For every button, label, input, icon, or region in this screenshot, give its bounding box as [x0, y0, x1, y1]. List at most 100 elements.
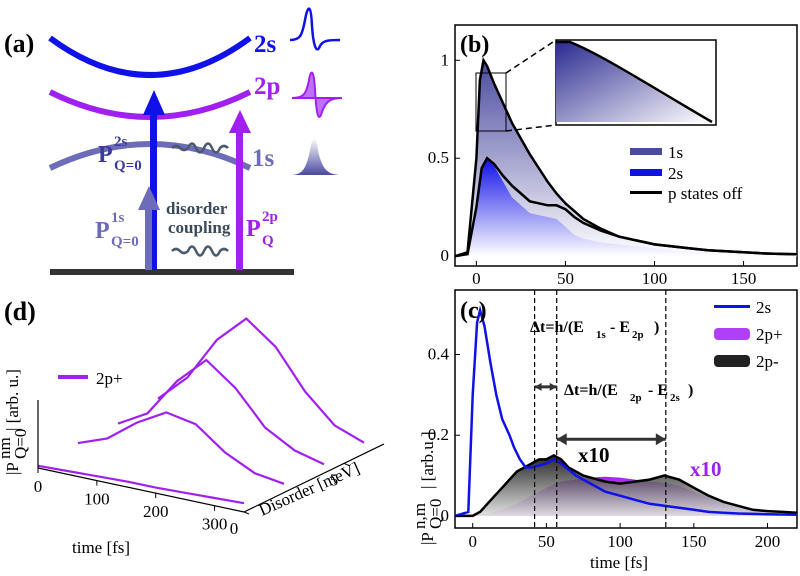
zoom-inset-line [556, 40, 713, 124]
dt1-arrowhead-right [549, 382, 557, 391]
svg-text:P: P [98, 142, 113, 168]
zoom-inset-area [556, 42, 712, 122]
phonon-wave-upper [171, 142, 229, 154]
dt1-arrowhead-left [534, 382, 542, 391]
ztick-mark-d [243, 511, 250, 515]
xtick-label-b: 0 [472, 269, 481, 288]
xtick-label-b: 100 [642, 269, 668, 288]
arrow-pq0-2s-head [143, 90, 165, 115]
waterfall-curve [157, 317, 365, 444]
annotation-dt2: Δt=h/(E 2p - E 2s ) [564, 382, 693, 404]
label-pq-2p: P 2p Q [246, 209, 278, 249]
dt2-arrowhead-left [556, 433, 567, 446]
label-pq0-1s: P 1s Q=0 [95, 210, 139, 250]
xlabel-d: time [fs] [72, 538, 130, 557]
panel-label-d: (d) [4, 297, 36, 326]
xtick-label-b: 50 [557, 269, 574, 288]
svg-text:Δt=h/(E: Δt=h/(E [564, 382, 618, 399]
level-label-1s: 1s [252, 145, 275, 172]
panel-c-frame [454, 289, 798, 529]
legend-label-2p-plus: 2p+ [756, 325, 783, 344]
svg-text:1s: 1s [596, 329, 607, 341]
svg-text:2p: 2p [262, 209, 278, 225]
coupling-text-line2: coupling [168, 218, 231, 237]
legend-swatch-2s [630, 169, 662, 176]
ylabel-d: |P nm Q=0 | [arb. u.] [0, 369, 30, 475]
arrow-pq-2p-shaft [236, 130, 243, 270]
legend-swatch-2p-plus [714, 328, 750, 340]
svg-text:2s: 2s [670, 392, 681, 404]
xtick-label-d: 100 [84, 490, 110, 509]
waterfall-curve [77, 411, 285, 485]
dt-arrows [534, 382, 666, 446]
legend-swatch-2p-minus [714, 355, 750, 367]
legend-label-2p-minus: 2p- [756, 352, 779, 371]
panel-label-c: (c) [460, 298, 487, 324]
series-2p-minus-line [455, 453, 798, 518]
dt2-arrowhead-right [655, 433, 666, 446]
annotation-x10-black: x10 [578, 443, 610, 467]
shared-ylabel: |P n,m Q=0 | [arb.u.] [410, 431, 445, 545]
ylabel-tail: | [arb.u.] [418, 431, 437, 489]
svg-text:Q: Q [262, 233, 274, 249]
svg-text:nm: nm [0, 437, 14, 459]
svg-text:Q=0: Q=0 [111, 234, 139, 250]
legend-swatch-1s [630, 148, 662, 155]
panel-c: 0 50 100 150 200 0 0.2 0.4 (c) Δt=h/(E 1s - E 2… [428, 289, 798, 572]
svg-text:P: P [95, 218, 110, 244]
panel-b-ticks: 0 50 100 150 0 0.5 1 [428, 50, 757, 288]
zoom-connector-top [505, 39, 557, 74]
xtick-label-d: 200 [143, 502, 169, 521]
legend-swatch-2p-plus-d [58, 375, 88, 379]
panel-a: (a) 2s 2p 1s P 2s Q=0 P 1s Q=0 [4, 7, 343, 275]
legend-label-2p-plus-d: 2p+ [96, 369, 123, 388]
ytick-label-b: 1 [441, 50, 450, 69]
coupling-text-line1: disorder [166, 199, 228, 218]
series-1s-area [455, 60, 797, 257]
legend-d: 2p+ [58, 369, 123, 388]
ground-state-bar [50, 269, 294, 275]
arrow-pq0-1s-head [138, 186, 160, 210]
svg-text:): ) [654, 319, 659, 336]
legend-c: 2s 2p+ 2p- [714, 298, 783, 371]
zoom-connector-bottom [505, 124, 557, 132]
svg-text:Δt=h/(E: Δt=h/(E [530, 319, 584, 336]
ylabel-sub: Q=0 [426, 499, 445, 529]
arrow-pq0-1s-shaft [145, 206, 152, 270]
arrow-pq-2p-head [229, 110, 251, 133]
waterfall-curve [37, 464, 245, 505]
annotation-dt1: Δt=h/(E 1s - E 2p ) [530, 319, 659, 341]
label-pq0-2s: P 2s Q=0 [98, 134, 142, 174]
svg-text:): ) [688, 382, 693, 399]
series-2s-line [454, 305, 798, 518]
wavefunction-1s [290, 138, 342, 175]
panel-label-a: (a) [4, 29, 34, 58]
xtick-label-c: 0 [468, 532, 477, 551]
xtick-label-d: 0 [34, 477, 43, 496]
series-2p-minus-area [455, 455, 797, 516]
xlabel-c: time [fs] [590, 553, 648, 572]
ylabel-main: |P [418, 532, 437, 545]
ztick-mark-d [343, 462, 350, 466]
xtick-label-c: 100 [607, 532, 633, 551]
svg-text:| [arb. u.]: | [arb. u.] [3, 369, 22, 431]
panel-label-b: (b) [460, 32, 489, 58]
wavefunction-2s [289, 7, 341, 51]
svg-text:P: P [246, 216, 261, 242]
waterfall-curve [117, 358, 325, 466]
svg-text:- E: - E [648, 382, 668, 399]
svg-text:2p: 2p [632, 329, 644, 341]
series-2s-area [455, 158, 797, 257]
ytick-label-b: 0.5 [428, 148, 449, 167]
wavefunction-2p [291, 71, 343, 118]
ytick-label-b: 0 [441, 246, 450, 265]
ytick-label-c: 0 [441, 506, 450, 525]
zoom-region-box [475, 72, 507, 132]
axis-disorder [243, 443, 385, 513]
ylabel-sup: n,m [410, 503, 429, 529]
legend-label-2s-c: 2s [756, 298, 771, 317]
panel-d-curves [37, 317, 365, 505]
annotation-x10-purple: x10 [690, 457, 722, 481]
svg-text:- E: - E [610, 319, 630, 336]
